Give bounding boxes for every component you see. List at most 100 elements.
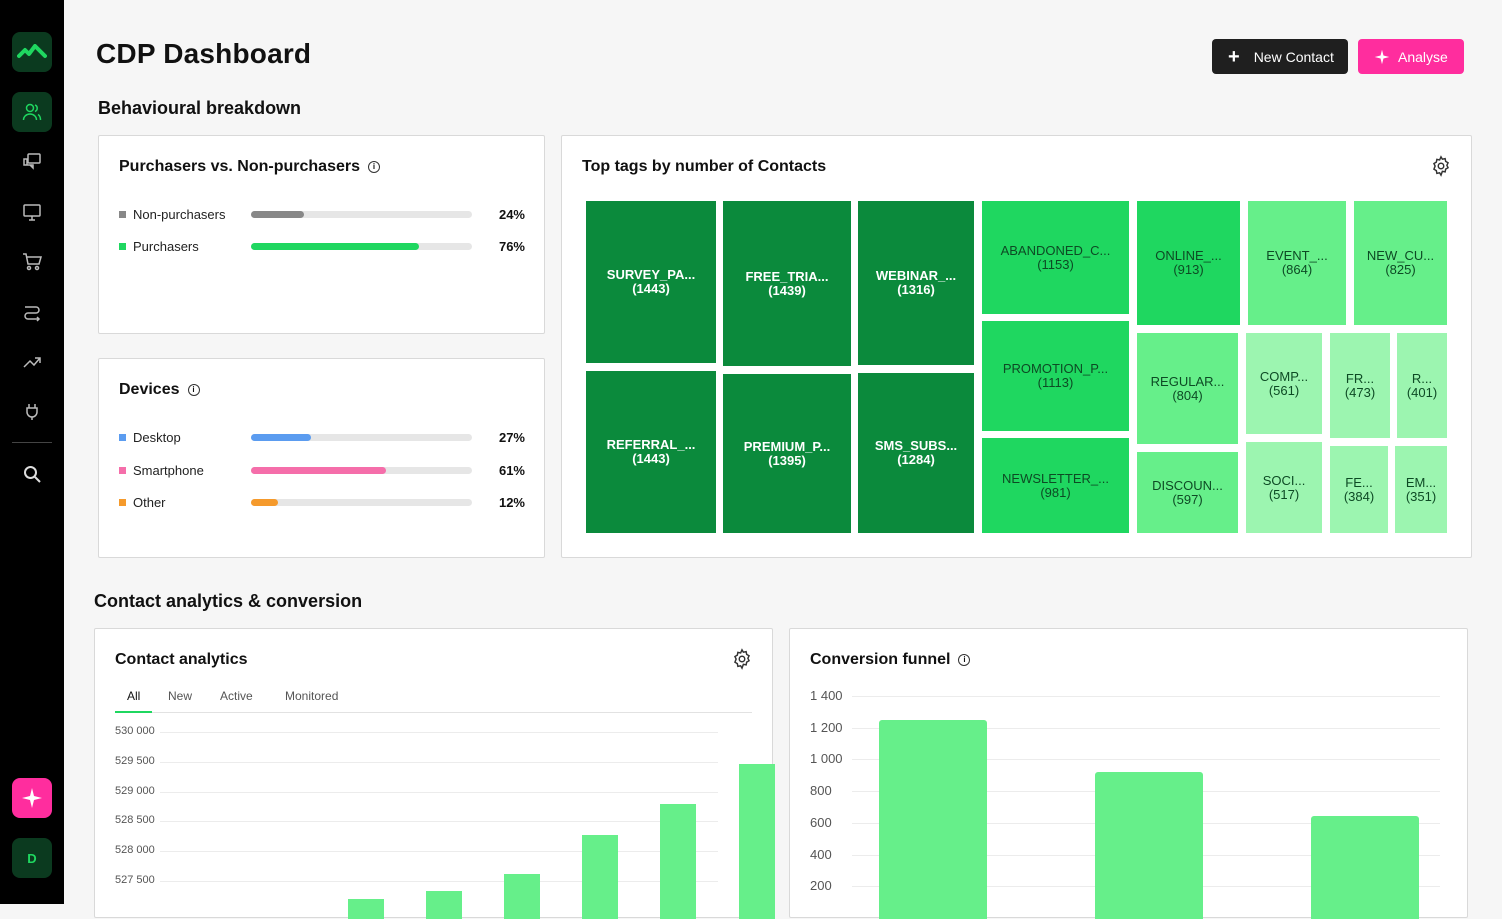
tag-label: COMP... (1259, 368, 1309, 384)
purchasers-title-text: Purchasers vs. Non-purchasers (119, 158, 360, 175)
avatar[interactable]: D (12, 838, 52, 878)
devices-card-title: Devices i (119, 381, 200, 399)
new-contact-button[interactable]: + New Contact (1212, 39, 1348, 74)
tab-all[interactable]: All (127, 689, 141, 703)
info-icon[interactable]: i (368, 161, 380, 173)
tag-count: (517) (1268, 486, 1300, 502)
sidebar-item-contacts[interactable] (12, 92, 52, 132)
tag-label: PROMOTION_P... (1002, 361, 1109, 376)
gridline (160, 732, 718, 733)
breakdown-row-other: Other 12% (119, 493, 525, 511)
settings-gear-icon[interactable] (1430, 155, 1452, 177)
sidebar-item-cart[interactable] (20, 250, 44, 274)
gridline (852, 696, 1440, 697)
treemap-cell[interactable]: COMP... (561) (1246, 333, 1322, 434)
treemap-cell[interactable]: NEWSLETTER_... (981) (982, 438, 1129, 533)
tag-count: (913) (1173, 262, 1204, 277)
treemap-cell[interactable]: FREE_TRIA... (1439) (723, 201, 851, 366)
conversion-funnel-title: Conversion funnel i (810, 651, 971, 669)
treemap-cell[interactable]: SURVEY_PA... (1443) (586, 201, 716, 363)
gridline (160, 791, 718, 793)
tag-count: (561) (1268, 382, 1300, 398)
chart-bar[interactable] (504, 873, 540, 919)
treemap-cell[interactable]: FE... (384) (1330, 446, 1388, 533)
sidebar-item-search[interactable] (20, 462, 44, 486)
treemap-cell[interactable]: PREMIUM_P... (1395) (723, 374, 851, 533)
legend-dot (119, 466, 126, 474)
tag-count: (1443) (632, 281, 670, 296)
tag-label: ABANDONED_C... (1000, 242, 1111, 258)
tag-label: FREE_TRIA... (745, 268, 829, 284)
sparkle-icon (1374, 49, 1390, 64)
chart-bar[interactable] (426, 891, 462, 919)
cart-icon (23, 253, 42, 271)
tag-label: EM... (1405, 474, 1437, 490)
ai-assistant-button[interactable] (12, 778, 52, 818)
tab-monitored[interactable]: Monitored (285, 689, 339, 703)
treemap-cell[interactable]: REFERRAL_... (1443) (586, 371, 716, 533)
treemap-cell[interactable]: EM... (351) (1395, 446, 1447, 533)
tag-label: FR... (1345, 370, 1375, 386)
treemap-cell[interactable]: NEW_CU... (825) (1354, 201, 1447, 325)
sidebar-item-trends[interactable] (20, 350, 44, 374)
top-tags-card-title: Top tags by number of Contacts (582, 158, 827, 175)
sidebar-item-integrations[interactable] (20, 400, 44, 424)
tag-count: (1113) (1037, 375, 1074, 390)
chart-bar[interactable] (660, 804, 696, 919)
contact-analytics-card: Contact analytics All New Active Monitor… (94, 628, 775, 919)
chart-bar[interactable] (739, 763, 775, 919)
monitor-icon (23, 204, 41, 221)
sidebar-item-chat[interactable] (20, 150, 44, 174)
treemap-cell[interactable]: PROMOTION_P... (1113) (982, 321, 1129, 431)
gridline (160, 761, 718, 763)
tab-new[interactable]: New (168, 689, 193, 703)
plug-icon (26, 404, 38, 420)
y-tick-label: 200 (810, 878, 832, 894)
funnel-bar[interactable] (879, 719, 987, 919)
row-label: Smartphone (133, 462, 204, 478)
analyse-button[interactable]: Analyse (1358, 39, 1464, 74)
tag-count: (401) (1406, 384, 1438, 400)
sidebar-item-flows[interactable] (20, 300, 44, 324)
funnel-bar[interactable] (1095, 772, 1203, 919)
treemap-cell[interactable]: DISCOUN... (597) (1137, 452, 1238, 533)
treemap-cell[interactable]: R... (401) (1397, 333, 1447, 438)
breakdown-row-non-purchasers: Non-purchasers 24% (119, 205, 525, 223)
chart-bar[interactable] (348, 898, 384, 919)
logo-button[interactable] (12, 32, 52, 72)
treemap-cell[interactable]: WEBINAR_... (1316) (858, 201, 974, 365)
info-icon[interactable]: i (187, 384, 200, 396)
progress-track (251, 498, 472, 506)
row-label: Purchasers (133, 238, 199, 254)
info-icon[interactable]: i (958, 654, 971, 666)
treemap-cell[interactable]: ONLINE_... (913) (1137, 201, 1240, 325)
treemap-cell[interactable]: SOCI... (517) (1246, 442, 1322, 533)
logo-icon (17, 44, 47, 58)
sidebar-item-monitor[interactable] (20, 200, 44, 224)
tag-label: FE... (1345, 474, 1373, 490)
devices-title-text: Devices (119, 381, 180, 398)
tag-label: SURVEY_PA... (606, 267, 696, 282)
tag-label: ONLINE_... (1155, 248, 1222, 263)
treemap-cell[interactable]: FR... (473) (1330, 333, 1390, 438)
breakdown-row-desktop: Desktop 27% (119, 428, 525, 446)
funnel-bar[interactable] (1311, 816, 1419, 919)
settings-gear-icon[interactable] (731, 648, 753, 670)
treemap-cell[interactable]: ABANDONED_C... (1153) (982, 201, 1129, 314)
tag-label: SOCI... (1262, 472, 1306, 488)
chat-icon (23, 153, 41, 170)
gridline (852, 727, 1440, 729)
tag-count: (804) (1172, 387, 1203, 403)
chart-bar[interactable] (582, 835, 618, 919)
flows-icon (24, 306, 41, 322)
treemap-cell[interactable]: SMS_SUBS... (1284) (858, 373, 974, 533)
tag-count: (1443) (632, 451, 670, 466)
treemap-cell[interactable]: EVENT_... (864) (1248, 201, 1346, 325)
behavioural-section-title: Behavioural breakdown (98, 98, 302, 118)
purchasers-card: Purchasers vs. Non-purchasers i Non-purc… (98, 135, 545, 334)
tag-label: SMS_SUBS... (874, 438, 958, 453)
tab-active[interactable]: Active (220, 689, 253, 703)
sidebar: D (0, 0, 64, 904)
treemap-cell[interactable]: REGULAR... (804) (1137, 333, 1238, 444)
progress-track (251, 210, 472, 218)
